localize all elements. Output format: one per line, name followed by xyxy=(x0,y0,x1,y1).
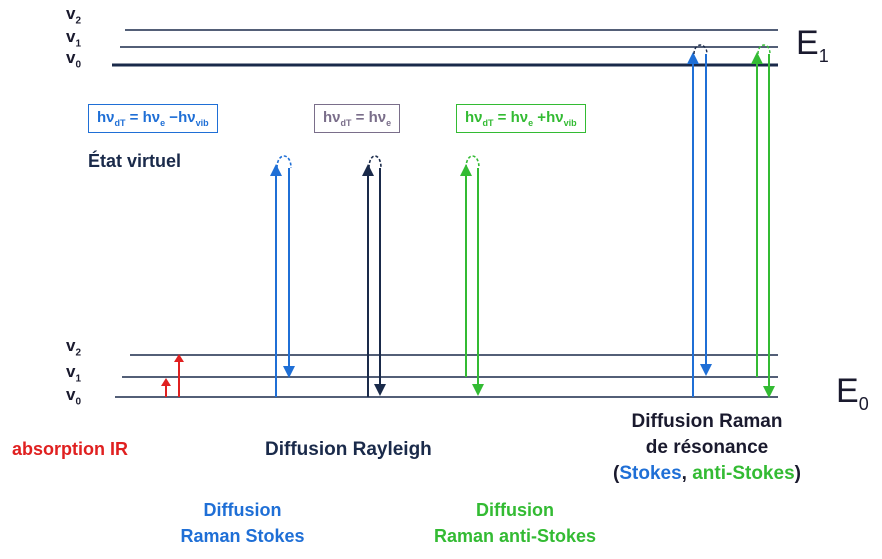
antistokes-label: Diffusion Raman anti-Stokes xyxy=(390,497,640,549)
antistokes-label-line1: Diffusion xyxy=(476,500,554,520)
stokes-label-line2: Raman Stokes xyxy=(180,526,305,546)
resonance-antistokes-loop xyxy=(757,44,771,55)
upper-v0-label: v0 xyxy=(66,48,82,71)
lower-v2-label: v2 xyxy=(66,336,82,359)
stokes-label-line1: Diffusion xyxy=(203,500,282,520)
upper-v2-label: v2 xyxy=(66,4,82,27)
resonance-stokes-loop xyxy=(693,44,708,55)
rayleigh-formula-box: hνdT = hνe xyxy=(314,104,401,133)
resonance-label-line2: de résonance xyxy=(645,437,769,458)
e1-label: E1 xyxy=(796,24,829,66)
virtual-state-label: État virtuel xyxy=(88,151,182,171)
resonance-label: Diffusion Raman de résonance (Stokes, an… xyxy=(572,409,842,487)
resonance-stokes-word: Stokes xyxy=(619,463,682,484)
resonance-label-line3: (Stokes, anti-Stokes) xyxy=(613,463,801,484)
stokes-virtual-loop xyxy=(276,155,292,169)
resonance-antistokes-word: anti-Stokes xyxy=(692,463,795,484)
resonance-label-line1: Diffusion Raman xyxy=(631,411,783,432)
e0-label: E0 xyxy=(836,372,869,414)
stokes-label: Diffusion Raman Stokes xyxy=(140,497,345,549)
absorption-ir-label: absorption IR xyxy=(12,439,128,459)
stokes-formula-box: hνdT = hνe −hνvib xyxy=(88,104,218,133)
antistokes-formula-box: hνdT = hνe +hνvib xyxy=(456,104,586,133)
rayleigh-virtual-loop xyxy=(368,155,382,169)
upper-v1-label: v1 xyxy=(66,27,82,50)
antistokes-virtual-loop xyxy=(465,155,480,169)
lower-v1-label: v1 xyxy=(66,362,82,385)
lower-v0-label: v0 xyxy=(66,385,82,408)
rayleigh-label: Diffusion Rayleigh xyxy=(265,439,432,460)
antistokes-label-line2: Raman anti-Stokes xyxy=(433,526,597,546)
